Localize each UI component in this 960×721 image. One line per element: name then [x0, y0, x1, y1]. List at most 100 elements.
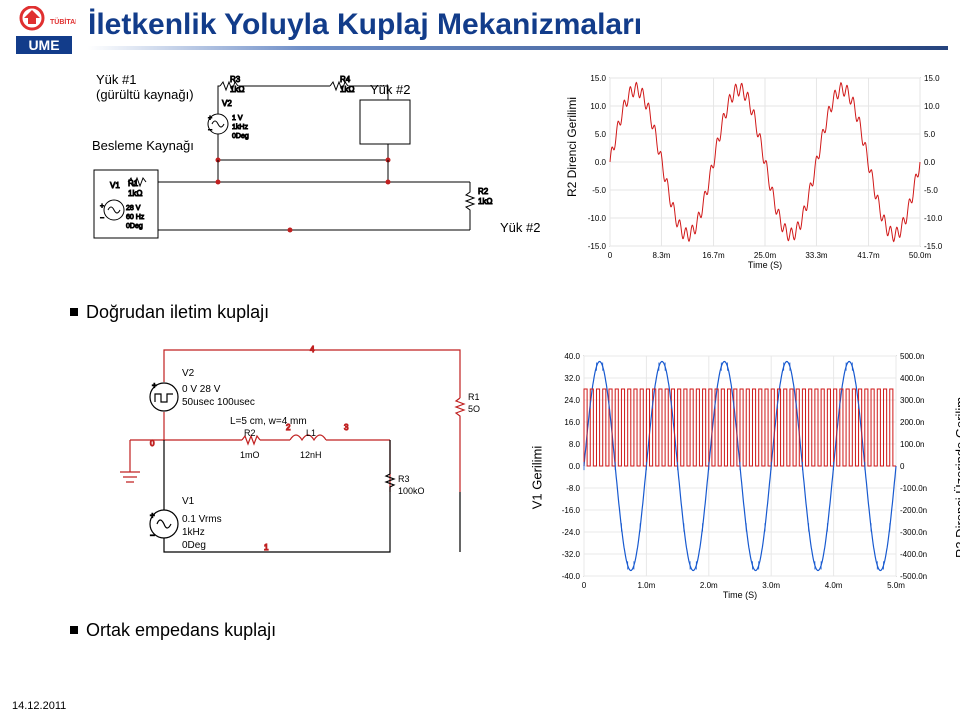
- svg-text:V2: V2: [222, 99, 232, 108]
- chart1-ylabel: R2 Direnci Gerilimi: [565, 97, 579, 197]
- svg-text:-32.0: -32.0: [562, 550, 581, 559]
- svg-text:1kHz: 1kHz: [232, 124, 248, 131]
- svg-text:0.0: 0.0: [924, 158, 936, 167]
- svg-text:R1: R1: [468, 392, 480, 402]
- svg-text:0.0: 0.0: [569, 462, 581, 471]
- bullet-1: Doğrudan iletim kuplajı: [70, 302, 269, 323]
- chart2-ylabel-left: V1 Gerilimi: [529, 446, 544, 510]
- svg-text:V1: V1: [110, 181, 120, 190]
- bullet-2: Ortak empedans kuplajı: [70, 620, 276, 641]
- svg-text:8.3m: 8.3m: [653, 251, 671, 260]
- svg-text:33.3m: 33.3m: [805, 251, 828, 260]
- svg-text:0: 0: [900, 462, 905, 471]
- page-title: İletkenlik Yoluyla Kuplaj Mekanizmaları: [88, 8, 642, 42]
- svg-text:-16.0: -16.0: [562, 506, 581, 515]
- svg-text:V1: V1: [182, 496, 195, 507]
- svg-text:50.0m: 50.0m: [909, 251, 932, 260]
- svg-text:Time (S): Time (S): [723, 590, 757, 600]
- svg-text:2.0m: 2.0m: [700, 581, 718, 590]
- svg-text:200.0n: 200.0n: [900, 418, 924, 427]
- svg-text:R2: R2: [478, 187, 489, 196]
- svg-text:L1: L1: [306, 428, 316, 438]
- svg-text:28 V: 28 V: [126, 205, 141, 212]
- svg-text:L=5 cm, w=4 mm: L=5 cm, w=4 mm: [230, 416, 307, 427]
- svg-text:0 V 28 V: 0 V 28 V: [182, 384, 221, 395]
- svg-text:3.0m: 3.0m: [762, 581, 780, 590]
- svg-text:50usec 100usec: 50usec 100usec: [182, 397, 255, 408]
- svg-text:16.7m: 16.7m: [702, 251, 725, 260]
- svg-text:40.0: 40.0: [564, 352, 580, 361]
- svg-text:1kΩ: 1kΩ: [478, 197, 492, 206]
- svg-text:V2: V2: [182, 368, 195, 379]
- svg-text:1kHz: 1kHz: [182, 527, 205, 538]
- svg-text:0Deg: 0Deg: [232, 133, 249, 140]
- svg-text:-200.0n: -200.0n: [900, 506, 927, 515]
- svg-text:24.0: 24.0: [564, 396, 580, 405]
- svg-text:-10.0: -10.0: [588, 214, 607, 223]
- svg-text:15.0: 15.0: [924, 74, 940, 83]
- svg-text:1kΩ: 1kΩ: [128, 189, 142, 198]
- logo: TÜBİTAK UME: [12, 6, 76, 60]
- svg-text:-15.0: -15.0: [588, 242, 607, 251]
- svg-text:-100.0n: -100.0n: [900, 484, 927, 493]
- svg-text:−: −: [150, 531, 155, 540]
- svg-text:-300.0n: -300.0n: [900, 528, 927, 537]
- svg-text:-15.0: -15.0: [924, 242, 943, 251]
- svg-text:1mO: 1mO: [240, 450, 260, 460]
- svg-text:0: 0: [582, 581, 587, 590]
- circuit-2: 4 0 2 3 1 + +−: [90, 342, 510, 592]
- svg-text:+: +: [152, 381, 157, 390]
- title-rule: [88, 46, 948, 52]
- svg-text:R3: R3: [398, 474, 410, 484]
- svg-text:16.0: 16.0: [564, 418, 580, 427]
- svg-text:TÜBİTAK: TÜBİTAK: [50, 17, 76, 26]
- svg-text:5.0m: 5.0m: [887, 581, 905, 590]
- svg-text:-40.0: -40.0: [562, 572, 581, 581]
- svg-text:0Deg: 0Deg: [182, 540, 206, 551]
- svg-text:-5.0: -5.0: [592, 186, 606, 195]
- svg-text:5.0: 5.0: [595, 130, 607, 139]
- svg-text:10.0: 10.0: [924, 102, 940, 111]
- svg-text:−: −: [100, 215, 104, 222]
- svg-text:1.0m: 1.0m: [638, 581, 656, 590]
- svg-text:300.0n: 300.0n: [900, 396, 924, 405]
- svg-text:1 V: 1 V: [232, 115, 243, 122]
- svg-text:-24.0: -24.0: [562, 528, 581, 537]
- svg-text:R2: R2: [244, 428, 256, 438]
- svg-text:0.0: 0.0: [595, 158, 607, 167]
- svg-text:0: 0: [608, 251, 613, 260]
- svg-text:10.0: 10.0: [590, 102, 606, 111]
- svg-text:0.1 Vrms: 0.1 Vrms: [182, 514, 222, 525]
- svg-text:100kO: 100kO: [398, 486, 425, 496]
- chart2-ylabel-right: R3 Direnci Üzerinde Gerilim: [953, 397, 960, 558]
- svg-text:+: +: [150, 511, 155, 520]
- svg-text:3: 3: [344, 423, 349, 432]
- svg-text:-400.0n: -400.0n: [900, 550, 927, 559]
- circuit-1: V1 R1 1kΩ + − 28 V 60 Hz 0Deg R3 1kΩ V2 …: [90, 70, 550, 270]
- svg-text:0Deg: 0Deg: [126, 223, 143, 230]
- svg-text:+: +: [100, 203, 104, 210]
- svg-text:25.0m: 25.0m: [754, 251, 777, 260]
- svg-text:5O: 5O: [468, 404, 480, 414]
- svg-text:UME: UME: [28, 37, 59, 53]
- svg-text:-10.0: -10.0: [924, 214, 943, 223]
- svg-text:Time (S): Time (S): [748, 260, 782, 270]
- svg-text:60 Hz: 60 Hz: [126, 214, 145, 221]
- svg-text:4.0m: 4.0m: [825, 581, 843, 590]
- svg-text:15.0: 15.0: [590, 74, 606, 83]
- svg-text:41.7m: 41.7m: [857, 251, 880, 260]
- svg-text:-8.0: -8.0: [566, 484, 580, 493]
- svg-text:-5.0: -5.0: [924, 186, 938, 195]
- svg-text:32.0: 32.0: [564, 374, 580, 383]
- svg-text:400.0n: 400.0n: [900, 374, 924, 383]
- svg-text:8.0: 8.0: [569, 440, 581, 449]
- svg-text:12nH: 12nH: [300, 450, 322, 460]
- svg-text:1: 1: [264, 543, 269, 552]
- chart-2: -40.0 -500.0n -32.0 -400.0n -24.0 -300.0n -16.…: [550, 350, 940, 600]
- svg-text:100.0n: 100.0n: [900, 440, 924, 449]
- svg-text:-500.0n: -500.0n: [900, 572, 927, 581]
- svg-text:+: +: [208, 115, 212, 122]
- footer-date: 14.12.2011: [12, 700, 66, 712]
- svg-text:−: −: [208, 127, 212, 134]
- svg-text:500.0n: 500.0n: [900, 352, 924, 361]
